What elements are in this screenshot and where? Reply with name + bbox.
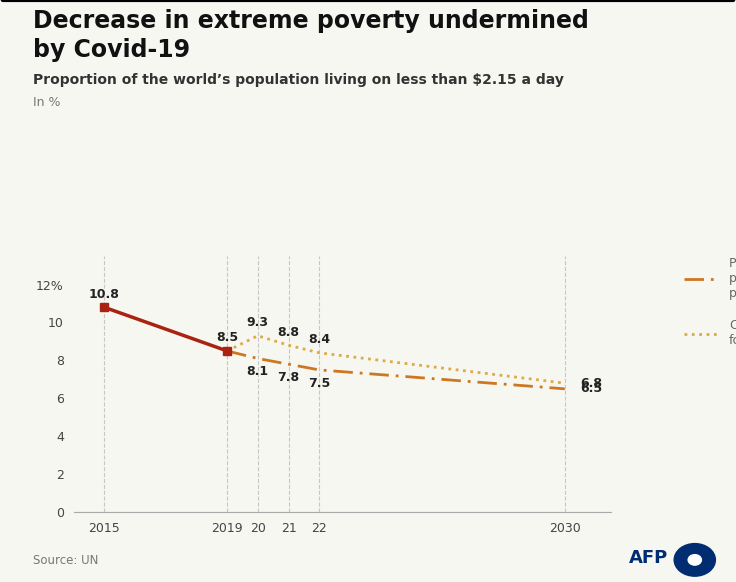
Text: 7.8: 7.8	[277, 371, 300, 384]
Text: AFP: AFP	[629, 549, 668, 567]
Text: In %: In %	[33, 96, 60, 109]
Text: 9.3: 9.3	[247, 316, 269, 329]
Text: Source: UN: Source: UN	[33, 555, 99, 567]
Text: Proportion of the world’s population living on less than $2.15 a day: Proportion of the world’s population liv…	[33, 73, 564, 87]
Text: Decrease in extreme poverty undermined: Decrease in extreme poverty undermined	[33, 9, 589, 33]
Text: by Covid-19: by Covid-19	[33, 38, 190, 62]
Text: 10.8: 10.8	[89, 288, 120, 301]
Text: 7.5: 7.5	[308, 377, 330, 389]
Text: 8.1: 8.1	[247, 365, 269, 378]
Text: 8.8: 8.8	[277, 325, 300, 339]
Text: 8.5: 8.5	[216, 331, 238, 345]
Text: 8.4: 8.4	[308, 333, 330, 346]
Legend: Pre-Covid-19
pandemic
projection, Current
forecast: Pre-Covid-19 pandemic projection, Curren…	[684, 257, 736, 347]
Text: 6.5: 6.5	[580, 382, 602, 395]
Text: 6.8: 6.8	[580, 377, 602, 390]
